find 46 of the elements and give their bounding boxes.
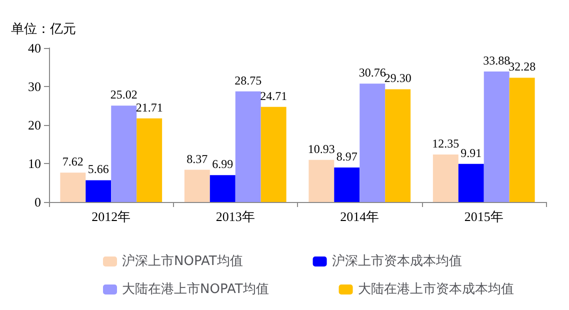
- x-tick-label: 2015年: [464, 209, 504, 224]
- y-tick-label: 0: [34, 194, 41, 210]
- bar: [308, 160, 334, 202]
- bar: [458, 164, 484, 202]
- legend-label: 沪深上市NOPAT均值: [122, 253, 243, 269]
- bar: [136, 118, 162, 202]
- x-tick-label: 2014年: [340, 209, 380, 224]
- x-tick-label: 2013年: [216, 209, 255, 224]
- bar: [360, 84, 386, 202]
- data-label: 8.37: [186, 152, 208, 166]
- bar: [235, 91, 261, 202]
- bar: [111, 106, 137, 202]
- data-label: 5.66: [88, 162, 109, 176]
- bar: [509, 78, 535, 202]
- x-tick-label: 2012年: [92, 209, 131, 224]
- data-label: 10.93: [308, 142, 335, 156]
- bar: [385, 89, 411, 202]
- legend-label: 大陆在港上市资本成本均值: [358, 282, 514, 297]
- bar: [432, 154, 458, 202]
- bar: [86, 180, 112, 202]
- bar: [184, 170, 210, 202]
- bar: [484, 72, 510, 202]
- bar: [334, 167, 360, 202]
- legend-label: 沪深上市资本成本均值: [332, 253, 462, 269]
- bar: [260, 106, 286, 202]
- data-label: 8.97: [336, 149, 358, 164]
- data-label: 12.35: [432, 136, 460, 150]
- y-tick-label: 30: [28, 79, 41, 94]
- data-label: 25.02: [110, 88, 138, 102]
- legend-label: 大陆在港上市NOPAT均值: [122, 282, 269, 297]
- y-tick-label: 20: [28, 118, 41, 132]
- y-tick-label: 10: [28, 156, 41, 171]
- data-label: 21.71: [136, 100, 163, 114]
- data-label: 6.99: [212, 157, 234, 172]
- y-tick-label: 40: [28, 40, 41, 56]
- data-label: 33.88: [483, 54, 510, 68]
- bar: [60, 172, 86, 202]
- data-label: 30.76: [358, 66, 386, 80]
- y-axis-title: 单位：亿元: [11, 22, 76, 37]
- data-label: 7.62: [62, 154, 84, 169]
- bar: [210, 175, 236, 202]
- data-label: 9.91: [460, 146, 482, 160]
- data-label: 28.75: [234, 73, 262, 88]
- data-label: 29.30: [384, 71, 412, 86]
- data-label: 32.28: [508, 60, 536, 74]
- data-label: 24.71: [260, 88, 288, 103]
